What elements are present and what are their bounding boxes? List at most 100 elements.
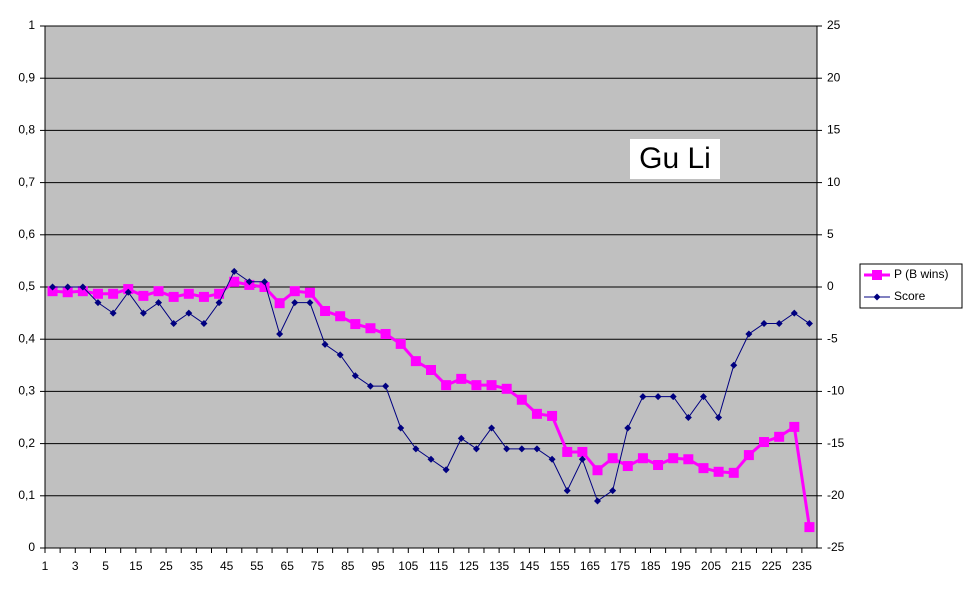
data-point bbox=[745, 330, 753, 338]
data-point bbox=[229, 276, 240, 287]
y2-tick-label: 25 bbox=[827, 18, 841, 32]
data-point bbox=[609, 487, 617, 495]
data-point bbox=[320, 306, 331, 317]
y-tick-label: 0,9 bbox=[18, 70, 35, 84]
x-tick-label: 45 bbox=[220, 559, 234, 573]
data-point bbox=[291, 299, 299, 307]
data-point bbox=[472, 445, 480, 453]
x-tick-label: 5 bbox=[102, 559, 109, 573]
y2-tick-label: 0 bbox=[827, 279, 834, 293]
data-point bbox=[410, 356, 421, 367]
data-point bbox=[124, 288, 132, 296]
data-point bbox=[138, 290, 149, 301]
data-point bbox=[365, 323, 376, 334]
x-tick-label: 225 bbox=[762, 559, 782, 573]
x-tick-label: 25 bbox=[159, 559, 173, 573]
data-point bbox=[441, 380, 452, 391]
data-point bbox=[592, 465, 603, 476]
y-tick-label: 1 bbox=[28, 18, 35, 32]
data-point bbox=[274, 298, 285, 309]
data-point bbox=[366, 382, 374, 390]
data-point bbox=[683, 454, 694, 465]
y-tick-label: 0,8 bbox=[18, 123, 35, 137]
data-point bbox=[380, 328, 391, 339]
legend-box bbox=[859, 263, 963, 309]
annotation: Gu Li bbox=[639, 142, 711, 175]
y-tick-label: 0,7 bbox=[18, 175, 35, 189]
y2-tick-label: -15 bbox=[827, 436, 845, 450]
x-tick-label: 205 bbox=[701, 559, 721, 573]
x-tick-label: 15 bbox=[129, 559, 143, 573]
y-tick-label: 0 bbox=[28, 540, 35, 554]
data-point bbox=[730, 361, 738, 369]
data-point bbox=[289, 286, 300, 297]
data-point bbox=[395, 338, 406, 349]
y-tick-label: 0,1 bbox=[18, 488, 35, 502]
data-point bbox=[533, 445, 541, 453]
data-point bbox=[743, 450, 754, 461]
y2-tick-label: 10 bbox=[827, 175, 841, 189]
data-point bbox=[775, 320, 783, 328]
x-tick-label: 35 bbox=[190, 559, 204, 573]
data-point bbox=[653, 460, 664, 471]
data-point bbox=[62, 287, 73, 298]
data-point bbox=[260, 278, 268, 286]
annotation-box bbox=[630, 139, 720, 179]
data-point bbox=[548, 455, 556, 463]
data-point bbox=[668, 453, 679, 464]
data-point bbox=[198, 291, 209, 302]
y-tick-label: 0,3 bbox=[18, 384, 35, 398]
data-point bbox=[456, 373, 467, 384]
data-point bbox=[531, 408, 542, 419]
data-point bbox=[790, 309, 798, 317]
x-tick-label: 175 bbox=[610, 559, 630, 573]
y2-tick-label: 5 bbox=[827, 227, 834, 241]
data-point bbox=[92, 288, 103, 299]
y-tick-label: 0,2 bbox=[18, 436, 35, 450]
data-point bbox=[304, 287, 315, 298]
data-point bbox=[412, 445, 420, 453]
data-point bbox=[503, 445, 511, 453]
y2-tick-label: -20 bbox=[827, 488, 845, 502]
x-tick-label: 185 bbox=[640, 559, 660, 573]
data-point bbox=[516, 394, 527, 405]
data-point bbox=[637, 453, 648, 464]
data-point bbox=[214, 288, 225, 299]
data-point bbox=[335, 311, 346, 322]
x-tick-label: 125 bbox=[459, 559, 479, 573]
data-point bbox=[715, 414, 723, 421]
data-point bbox=[49, 283, 57, 291]
data-point bbox=[109, 309, 117, 317]
x-tick-label: 65 bbox=[281, 559, 295, 573]
data-point bbox=[426, 364, 436, 375]
y2-tick-label: -10 bbox=[827, 384, 845, 398]
y-tick-label: 0,5 bbox=[18, 279, 35, 293]
data-point bbox=[713, 466, 724, 477]
y2-tick-label: 15 bbox=[827, 123, 841, 137]
data-point bbox=[230, 267, 238, 275]
data-point bbox=[457, 434, 465, 442]
data-point bbox=[624, 424, 632, 432]
data-point bbox=[351, 372, 359, 380]
x-tick-label: 135 bbox=[489, 559, 509, 573]
data-point bbox=[442, 466, 450, 474]
data-point bbox=[94, 299, 102, 307]
data-point bbox=[699, 393, 707, 401]
data-point bbox=[306, 299, 314, 307]
y2-tick-label: -25 bbox=[827, 540, 845, 554]
data-point bbox=[501, 383, 512, 394]
data-point bbox=[427, 455, 435, 463]
data-point bbox=[215, 299, 223, 307]
data-point bbox=[578, 455, 586, 463]
y2-tick-label: -5 bbox=[827, 331, 838, 345]
data-point bbox=[245, 278, 253, 286]
data-point bbox=[789, 421, 800, 432]
x-tick-label: 215 bbox=[731, 559, 751, 573]
x-tick-label: 195 bbox=[671, 559, 691, 573]
data-point bbox=[804, 522, 815, 533]
data-point bbox=[108, 288, 119, 299]
x-tick-label: 235 bbox=[792, 559, 812, 573]
data-point bbox=[382, 382, 390, 390]
legend-label: P (B wins) bbox=[894, 267, 948, 281]
